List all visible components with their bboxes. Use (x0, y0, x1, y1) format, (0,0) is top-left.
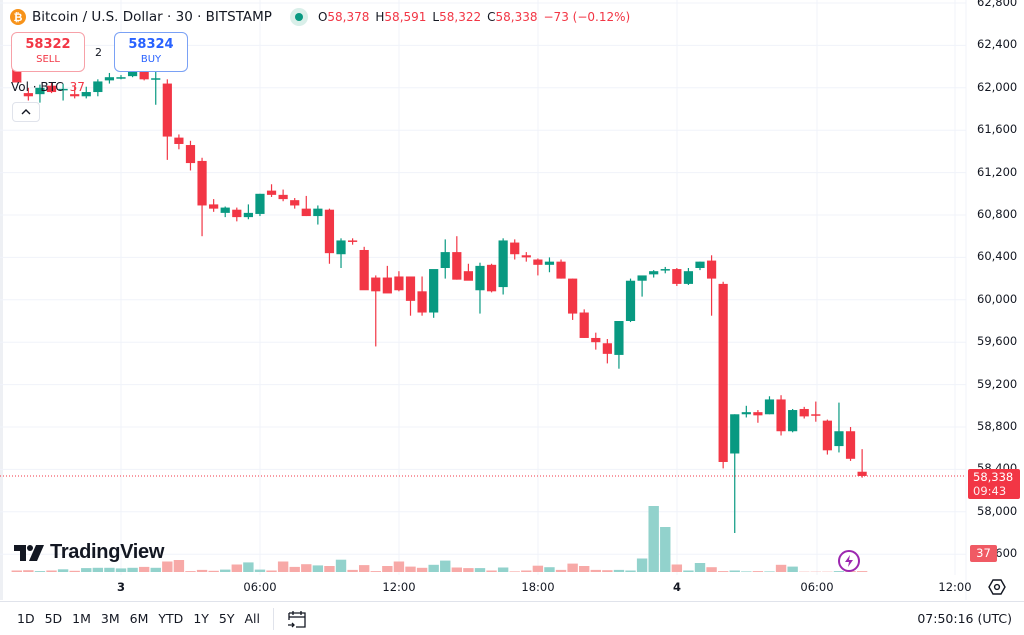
open-value: 58,378 (327, 10, 370, 24)
open-label: O (317, 10, 328, 24)
tradingview-logo[interactable]: TradingView (14, 541, 164, 564)
volume-label: Vol · BTC (11, 80, 64, 94)
price-axis-label: 58,000 (977, 503, 1018, 518)
market-status-indicator[interactable] (289, 8, 308, 26)
buy-label: BUY (140, 54, 162, 65)
last-price-tag: 58,338 09:43 (968, 469, 1020, 499)
range-button-1d[interactable]: 1D (17, 611, 35, 626)
collapse-legend-button[interactable] (12, 102, 40, 122)
range-button-1m[interactable]: 1M (72, 611, 91, 626)
sell-price: 58322 (25, 37, 71, 52)
bitcoin-icon: ₿ (10, 9, 26, 25)
tradingview-logo-text: TradingView (50, 541, 165, 563)
tradingview-logo-icon (14, 544, 44, 561)
volume-legend[interactable]: Vol · BTC 37 (11, 80, 85, 94)
time-axis-label: 3 (116, 580, 126, 594)
price-axis-label: 62,800 (977, 0, 1018, 9)
toolbar-divider (273, 607, 274, 630)
sell-label: SELL (36, 54, 60, 65)
lightning-icon[interactable] (838, 550, 860, 572)
range-button-6m[interactable]: 6M (129, 611, 149, 626)
price-axis-label: 60,800 (977, 207, 1018, 221)
time-axis-label: 12:00 (938, 580, 972, 594)
time-axis-label: 4 (672, 580, 682, 594)
spread-value: 2 (95, 46, 102, 59)
low-value: 58,322 (439, 10, 482, 24)
range-button-ytd[interactable]: YTD (158, 611, 184, 626)
volume-value: 37 (69, 80, 85, 94)
time-axis-label: 06:00 (800, 580, 834, 594)
bottom-toolbar: 1D 5D 1M 3M 6M YTD 1Y 5Y All 07:50:16 (UTC) (0, 601, 1024, 635)
time-axis-label: 12:00 (382, 580, 416, 594)
ohlc-values: O58,378 H58,591 L58,322 C58,338 −73 (−0.… (318, 10, 630, 24)
range-button-all[interactable]: All (244, 611, 261, 626)
price-axis-label: 61,200 (977, 164, 1018, 179)
sell-button[interactable]: 58322 SELL (11, 32, 85, 72)
time-axis[interactable]: 3 06:00 12:00 18:00 4 06:00 12:00 (0, 578, 1024, 596)
date-range-buttons: 1D 5D 1M 3M 6M YTD 1Y 5Y All (12, 611, 265, 626)
close-label: C (487, 10, 496, 24)
time-axis-label: 06:00 (243, 580, 277, 594)
price-axis-label: 61,600 (977, 122, 1018, 137)
utc-clock[interactable]: 07:50:16 (UTC) (917, 611, 1012, 626)
buy-button[interactable]: 58324 BUY (114, 32, 188, 72)
price-axis-label: 62,400 (977, 37, 1018, 52)
range-button-5d[interactable]: 5D (44, 611, 63, 626)
candlestick-chart[interactable] (0, 0, 1024, 600)
price-axis-label: 59,200 (977, 376, 1018, 391)
settings-gear-icon[interactable] (988, 579, 1006, 595)
chart-header: ₿ Bitcoin / U.S. Dollar · 30 · BITSTAMP … (10, 7, 630, 27)
price-axis-label: 58,800 (977, 419, 1018, 433)
close-value: 58,338 (495, 10, 538, 24)
price-axis-label: 59,600 (977, 334, 1018, 349)
volume-tag: 37 (970, 545, 997, 562)
buy-price: 58324 (128, 37, 174, 52)
high-value: 58,591 (384, 10, 427, 24)
range-button-3m[interactable]: 3M (100, 611, 120, 626)
change-value: −73 (−0.12%) (543, 10, 631, 24)
go-to-date-calendar-icon[interactable] (286, 608, 308, 630)
time-axis-label: 18:00 (521, 580, 555, 594)
bar-countdown: 09:43 (973, 484, 1007, 498)
symbol-title[interactable]: Bitcoin / U.S. Dollar · 30 · BITSTAMP (32, 9, 272, 25)
low-label: L (432, 10, 440, 24)
market-open-dot-icon (294, 13, 303, 21)
price-axis-label: 60,400 (977, 249, 1018, 264)
last-price: 58,338 (973, 470, 1014, 484)
high-label: H (375, 10, 385, 24)
chevron-up-icon (21, 109, 31, 115)
range-button-5y[interactable]: 5Y (218, 611, 235, 626)
range-button-1y[interactable]: 1Y (193, 611, 209, 626)
price-axis-label: 60,000 (977, 291, 1018, 306)
price-axis-label: 62,000 (977, 79, 1018, 94)
